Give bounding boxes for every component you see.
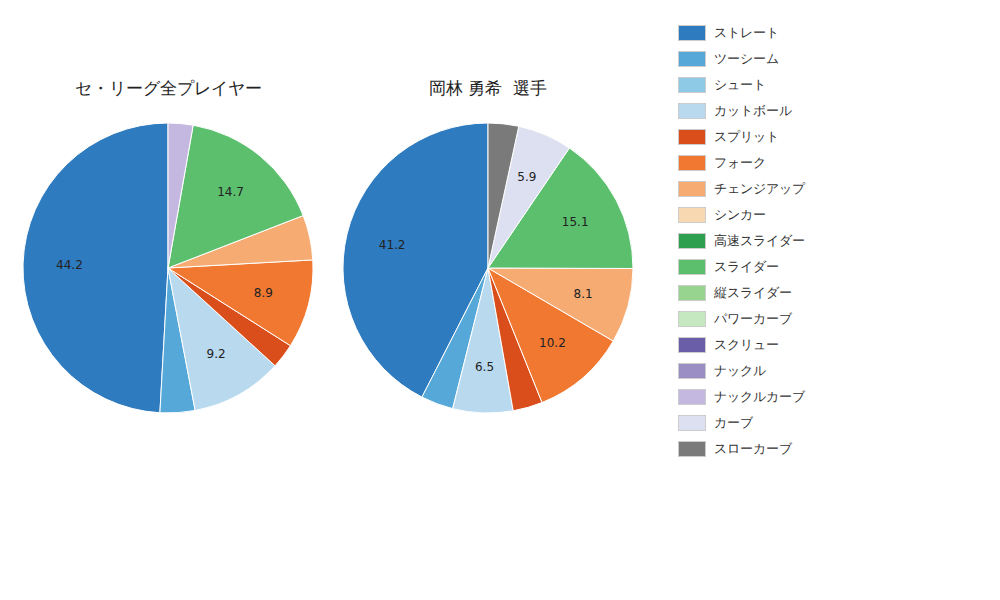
html-text:ツーシーム: ツーシーム xyxy=(714,51,779,66)
html-text:スライダー: スライダー xyxy=(714,259,779,274)
html-text:チェンジアップ: チェンジアップ xyxy=(714,181,805,196)
svg-text:15.1: 15.1 xyxy=(562,215,589,229)
html-text:縦スライダー: 縦スライダー xyxy=(714,285,792,300)
html-text:シンカー: シンカー xyxy=(714,207,766,222)
svg-text:8.9: 8.9 xyxy=(254,286,273,300)
html-text:スローカーブ: スローカーブ xyxy=(714,441,792,456)
html-text:ナックルカーブ: ナックルカーブ xyxy=(714,389,805,404)
svg-text:41.2: 41.2 xyxy=(379,238,406,252)
html-text:高速スライダー: 高速スライダー xyxy=(714,233,805,248)
html-text:パワーカーブ: パワーカーブ xyxy=(714,311,792,326)
svg-text:6.5: 6.5 xyxy=(475,360,494,374)
html-text:シュート: シュート xyxy=(714,77,766,92)
svg-text:44.2: 44.2 xyxy=(56,258,83,272)
svg-text:10.2: 10.2 xyxy=(539,336,566,350)
html-text:カーブ: カーブ xyxy=(714,415,753,430)
svg-text:5.9: 5.9 xyxy=(517,170,536,184)
svg-text:8.1: 8.1 xyxy=(574,287,593,301)
svg-text:14.7: 14.7 xyxy=(217,185,244,199)
html-text:ナックル: ナックル xyxy=(714,363,766,378)
html-text:カットボール: カットボール xyxy=(714,103,792,118)
html-text:スクリュー: スクリュー xyxy=(714,337,779,352)
html-text:フォーク: フォーク xyxy=(714,155,766,170)
html-text:セ・リーグ全プレイヤー: セ・リーグ全プレイヤー xyxy=(74,78,262,98)
html-text:ストレート: ストレート xyxy=(714,25,779,40)
html-text:岡林 勇希 選手: 岡林 勇希 選手 xyxy=(428,78,548,98)
html-text:スプリット: スプリット xyxy=(714,129,779,144)
svg-text:9.2: 9.2 xyxy=(207,347,226,361)
